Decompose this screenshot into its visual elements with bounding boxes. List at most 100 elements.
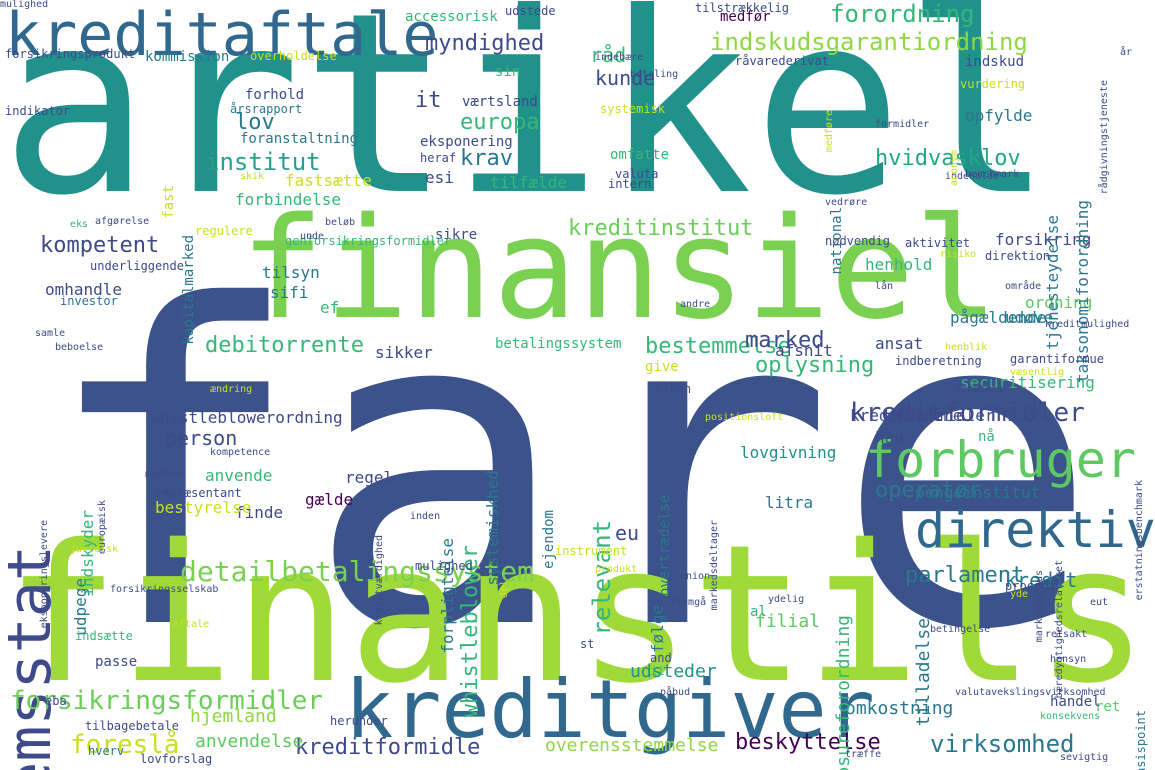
- cloud-word: skik: [240, 171, 265, 182]
- cloud-word: institut: [205, 148, 321, 176]
- cloud-word: disclosureforordning: [833, 615, 854, 770]
- cloud-word: forsikring: [995, 230, 1092, 249]
- cloud-word: ii: [650, 664, 665, 678]
- cloud-word: ef: [320, 298, 340, 317]
- cloud-word: råd: [590, 43, 627, 67]
- cloud-word: pågældende: [950, 308, 1047, 327]
- cloud-word: overholdelse: [250, 49, 337, 63]
- cloud-word: mulighed: [415, 559, 473, 573]
- cloud-word: kreditinstitut: [568, 216, 754, 241]
- cloud-word: kreditformidler: [850, 398, 1085, 428]
- cloud-word: aktivitet: [905, 236, 971, 250]
- cloud-word: opfylde: [965, 106, 1033, 125]
- cloud-word: foreslå: [70, 730, 180, 760]
- cloud-word: ejendom: [541, 510, 557, 570]
- cloud-word: forsikringsprodukt: [5, 47, 136, 61]
- cloud-word: overensstemmelse: [545, 735, 719, 756]
- cloud-word: ændring: [210, 384, 253, 395]
- cloud-word: tilstrækkelig: [695, 1, 789, 15]
- cloud-word: henblik: [945, 342, 988, 353]
- cloud-word: tilfælde: [490, 173, 568, 192]
- cloud-word: unde: [300, 231, 325, 242]
- cloud-word: mulighed: [0, 0, 49, 10]
- cloud-word: væsentlig: [1010, 367, 1065, 378]
- cloud-word: betingelse: [930, 624, 991, 635]
- cloud-word: hav: [875, 428, 904, 447]
- cloud-word: forhold: [245, 87, 305, 103]
- cloud-word: sifi: [270, 283, 309, 302]
- cloud-word: benchmark: [965, 169, 1020, 180]
- cloud-word: kredit: [1005, 568, 1078, 592]
- cloud-word: artikel: [0, 0, 1054, 250]
- cloud-word: regel: [345, 468, 394, 487]
- cloud-word: årsrapport: [230, 102, 303, 116]
- cloud-word: betalingssystem: [495, 336, 622, 352]
- cloud-word: finansiel: [240, 188, 999, 351]
- cloud-word: kunde: [595, 66, 656, 90]
- cloud-word: ansat: [875, 334, 924, 353]
- cloud-word: gælde: [305, 490, 354, 509]
- cloud-word: it: [415, 88, 442, 113]
- cloud-word: forordning: [830, 0, 975, 28]
- cloud-word: intern: [608, 177, 652, 191]
- cloud-word: kapitalmarked: [181, 235, 197, 345]
- cloud-word: beboelse: [55, 342, 104, 353]
- cloud-word: accessorisk: [405, 9, 498, 25]
- cloud-word: del: [499, 580, 510, 599]
- cloud-word: sin: [495, 64, 521, 80]
- cloud-word: træffe: [845, 749, 882, 760]
- cloud-word: kreditformidler: [850, 406, 995, 425]
- cloud-word: regulere: [195, 224, 253, 238]
- cloud-word: nødvendig: [825, 234, 891, 248]
- cloud-word: systemisk: [600, 102, 666, 116]
- cloud-word: repræsentant: [155, 486, 242, 500]
- cloud-word: valutavekslingsvirksomhed: [955, 687, 1106, 698]
- cloud-word: markedsdeltager: [709, 520, 720, 611]
- cloud-word: eut: [1090, 597, 1109, 608]
- cloud-word: eba: [45, 694, 67, 708]
- cloud-word: finanstilsyn: [5, 504, 1155, 725]
- cloud-word: erstatningsbenchmark: [1134, 480, 1145, 601]
- cloud-word: kreditgiver: [345, 663, 875, 756]
- cloud-word: medlemsstat: [0, 545, 65, 770]
- cloud-word: heraf: [420, 151, 457, 165]
- cloud-word: ydelig: [768, 594, 805, 605]
- cloud-word: instrument: [555, 544, 628, 558]
- cloud-word: europa: [460, 110, 540, 135]
- cloud-word: virksomhed: [930, 730, 1075, 758]
- cloud-word: valuta: [615, 167, 659, 181]
- cloud-word: indikator: [5, 104, 71, 118]
- cloud-word: detailbetalingssystem: [180, 555, 535, 588]
- cloud-word: aftale: [173, 619, 210, 630]
- cloud-word: give: [645, 359, 679, 375]
- cloud-word: markedsplads: [1034, 570, 1045, 643]
- cloud-word: litra: [765, 493, 814, 512]
- cloud-word: basispoint: [1134, 710, 1148, 770]
- cloud-word: fare: [40, 214, 1100, 726]
- cloud-word: passe: [95, 654, 138, 670]
- cloud-word: kompetent: [40, 233, 160, 258]
- cloud-word: anonym: [949, 150, 960, 187]
- cloud-word: operatør: [875, 478, 981, 503]
- cloud-word: kreditformidle: [295, 735, 481, 760]
- cloud-word: garantiformue: [1010, 352, 1104, 366]
- cloud-word: and: [650, 651, 672, 665]
- cloud-word: kompetence: [210, 447, 271, 458]
- cloud-word: investor: [60, 294, 118, 308]
- cloud-word: indskudsgarantiordning: [710, 28, 1028, 56]
- cloud-word: eu: [615, 521, 640, 545]
- cloud-word: eksponeringslevere: [39, 520, 50, 629]
- cloud-word: anvendelse: [195, 731, 304, 752]
- cloud-word: inden: [410, 511, 441, 522]
- cloud-word: udsteder: [630, 661, 717, 682]
- cloud-word: fast: [161, 185, 177, 219]
- cloud-word: kommission: [145, 49, 230, 65]
- cloud-word: handel: [1050, 694, 1101, 710]
- cloud-word: område: [1005, 281, 1042, 292]
- cloud-word: konsekvens: [1040, 711, 1101, 722]
- cloud-word: vurdering: [960, 77, 1026, 91]
- cloud-word: nå: [978, 429, 995, 445]
- cloud-word: indeholde: [945, 171, 1000, 182]
- cloud-word: fastsætte: [285, 171, 372, 190]
- cloud-word: retsakt: [1045, 629, 1088, 640]
